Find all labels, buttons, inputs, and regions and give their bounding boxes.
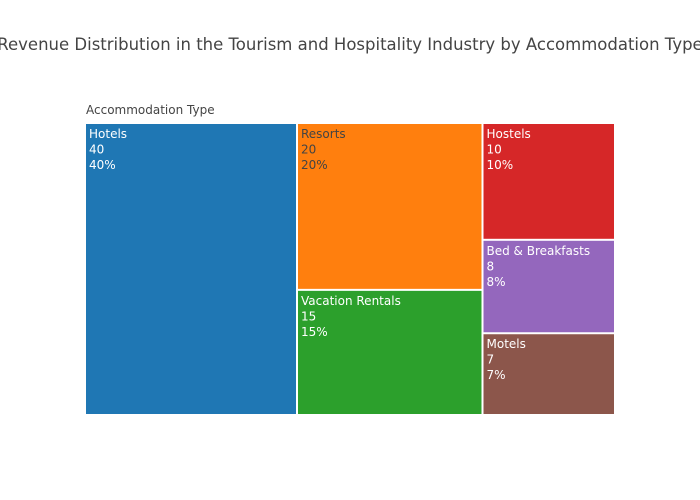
tile-motels[interactable]: Motels 77%: [483, 334, 615, 414]
tile-name-label-vacation-rentals: Vacation Rentals: [301, 294, 401, 308]
tile-percent-label-hostels: 10%: [487, 158, 514, 172]
tile-name-label-hostels: Hostels: [487, 127, 531, 141]
tile-value-label-bed-and-breakfasts: 8: [487, 259, 495, 273]
tile-value-label-hotels: 40: [89, 143, 104, 157]
tile-name-label-resorts: Resorts: [301, 127, 346, 141]
tile-rect-vacation-rentals[interactable]: [298, 290, 482, 414]
tile-value-label-hostels: 10: [487, 143, 502, 157]
tile-percent-label-motels: 7%: [487, 368, 506, 382]
tile-rect-hotels[interactable]: [86, 124, 296, 414]
tile-name-label-hotels: Hotels: [89, 127, 127, 141]
tile-percent-label-vacation-rentals: 15%: [301, 325, 328, 339]
tile-value-label-vacation-rentals: 15: [301, 309, 316, 323]
tile-value-label-resorts: 20: [301, 143, 316, 157]
tile-rect-motels[interactable]: [483, 334, 615, 414]
root-path-label: Accommodation Type: [86, 103, 215, 117]
tile-rect-hostels[interactable]: [483, 124, 615, 239]
tile-name-label-bed-and-breakfasts: Bed & Breakfasts: [487, 244, 591, 258]
tile-rect-resorts[interactable]: [298, 124, 482, 289]
tile-value-label-motels: 7: [487, 353, 495, 367]
tile-percent-label-hotels: 40%: [89, 158, 116, 172]
chart-title: Revenue Distribution in the Tourism and …: [0, 35, 700, 54]
tile-name-label-motels: Motels: [487, 337, 526, 351]
tile-rect-bed-and-breakfasts[interactable]: [483, 240, 615, 333]
tile-percent-label-resorts: 20%: [301, 158, 328, 172]
tile-percent-label-bed-and-breakfasts: 8%: [487, 275, 506, 289]
